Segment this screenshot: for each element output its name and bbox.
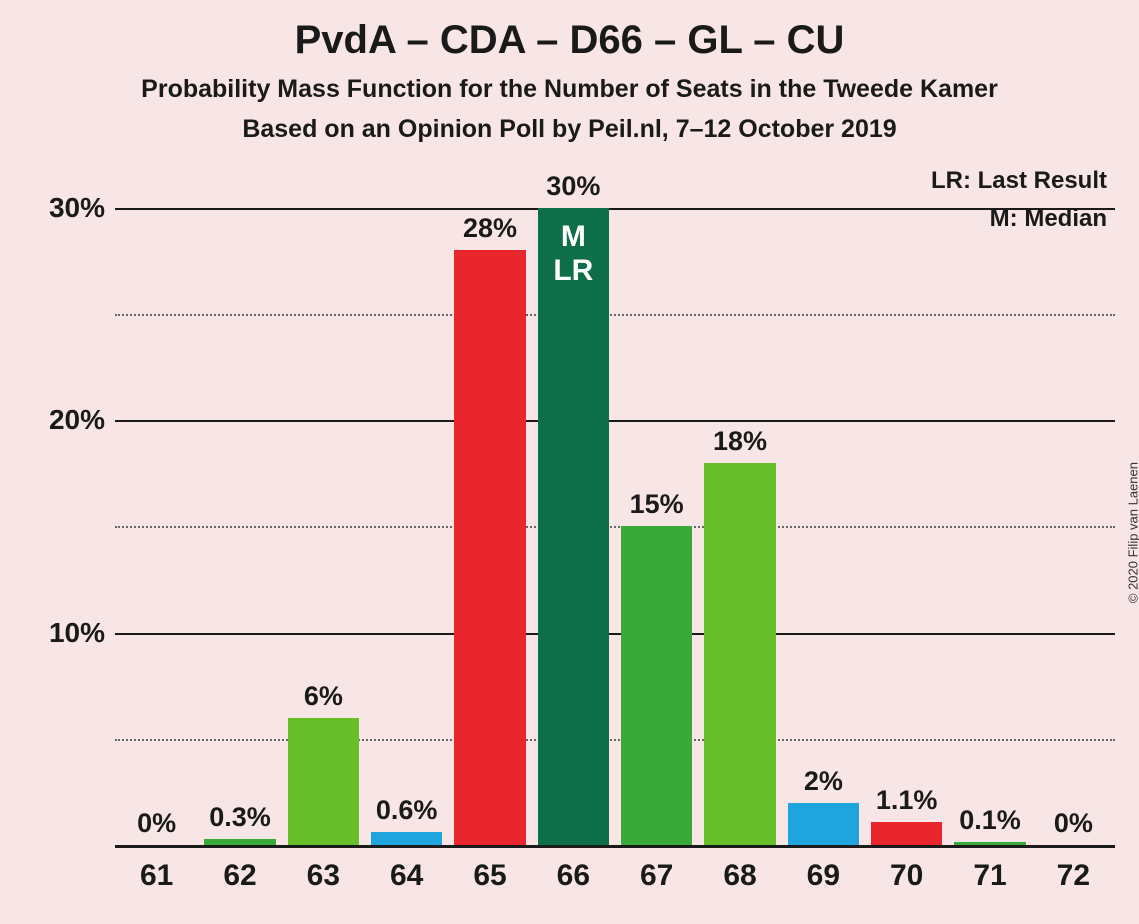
bar-value-label: 0.3%: [204, 802, 276, 833]
bar-value-label: 0.6%: [371, 795, 443, 826]
y-axis-label: 10%: [5, 617, 105, 649]
x-axis-label: 64: [390, 859, 423, 893]
chart-bar: 2%: [788, 803, 860, 846]
bar-value-label: 0%: [121, 808, 193, 839]
y-axis-label: 30%: [5, 192, 105, 224]
x-axis-label: 63: [307, 859, 340, 893]
bar-value-label: 2%: [788, 766, 860, 797]
chart-plot-area: LR: Last Result M: Median 0%0.3%6%0.6%28…: [115, 165, 1115, 845]
chart-bar: 15%: [621, 526, 693, 845]
chart-bar: 1.1%: [871, 822, 943, 845]
median-marker: MLR: [538, 220, 610, 289]
bar-value-label: 18%: [704, 426, 776, 457]
chart-bar: 30%MLR: [538, 208, 610, 846]
x-axis-label: 65: [473, 859, 506, 893]
x-axis-label: 61: [140, 859, 173, 893]
bar-value-label: 0.1%: [954, 805, 1026, 836]
chart-bar: 6%: [288, 718, 360, 846]
bar-value-label: 30%: [538, 171, 610, 202]
x-axis-label: 66: [557, 859, 590, 893]
chart-subtitle-2: Based on an Opinion Poll by Peil.nl, 7–1…: [0, 115, 1139, 144]
bar-value-label: 28%: [454, 213, 526, 244]
x-axis-label: 62: [223, 859, 256, 893]
chart-subtitle-1: Probability Mass Function for the Number…: [0, 75, 1139, 104]
x-axis-label: 67: [640, 859, 673, 893]
copyright-text: © 2020 Filip van Laenen: [1126, 462, 1139, 603]
x-axis-label: 69: [807, 859, 840, 893]
chart-bar: 18%: [704, 463, 776, 846]
chart-title: PvdA – CDA – D66 – GL – CU: [0, 18, 1139, 63]
x-axis-label: 72: [1057, 859, 1090, 893]
bar-value-label: 15%: [621, 489, 693, 520]
x-axis-label: 68: [723, 859, 756, 893]
chart-bar: 28%: [454, 250, 526, 845]
bar-value-label: 0%: [1038, 808, 1110, 839]
chart-bars: 0%0.3%6%0.6%28%30%MLR15%18%2%1.1%0.1%0%: [115, 165, 1115, 845]
chart-bar: 0.6%: [371, 832, 443, 845]
x-axis-label: 70: [890, 859, 923, 893]
bar-value-label: 6%: [288, 681, 360, 712]
x-axis-line: [115, 845, 1115, 848]
x-axis-label: 71: [973, 859, 1006, 893]
y-axis-label: 20%: [5, 404, 105, 436]
bar-value-label: 1.1%: [871, 785, 943, 816]
